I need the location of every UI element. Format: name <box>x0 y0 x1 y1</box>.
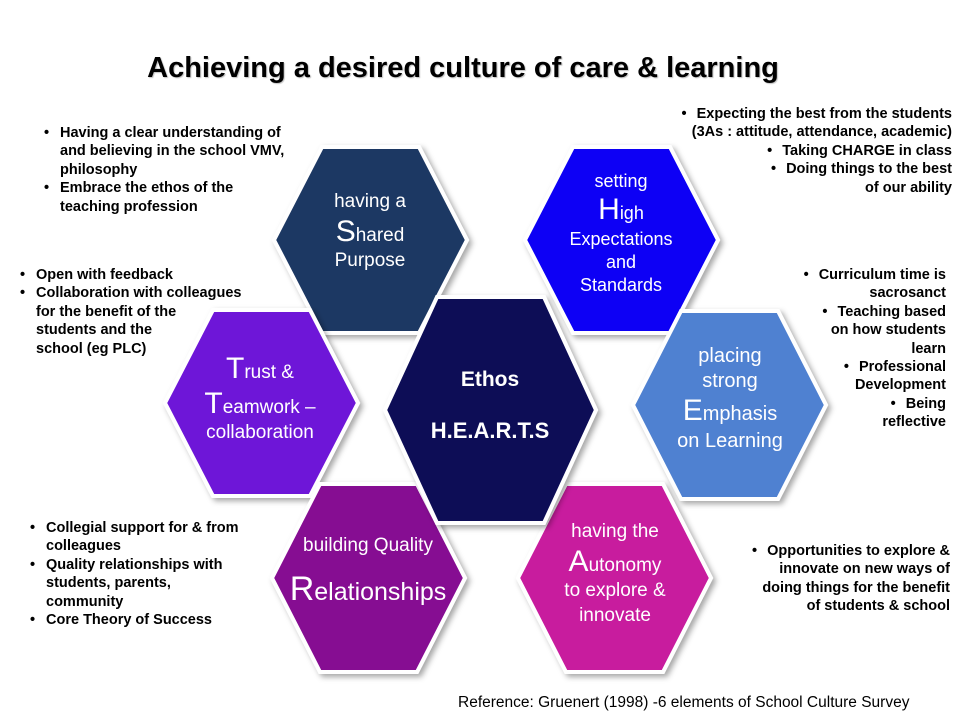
note-item: Core Theory of Success <box>28 611 278 630</box>
high-expectations-notes: • Expecting the best from the students (3A… <box>620 105 952 197</box>
note-item: • Professional Development <box>843 359 946 394</box>
note-item: • Curriculum time is sacrosanct <box>803 267 946 302</box>
shared-purpose-text: having a Shared Purpose <box>334 191 406 272</box>
page-title: Achieving a desired culture of care & le… <box>147 52 779 84</box>
autonomy-notes: • Opportunities to explore & innovate on n… <box>720 542 950 616</box>
note-item: • Expecting the best from the students (3A… <box>681 106 952 141</box>
note-item: • Taking CHARGE in class <box>767 142 952 159</box>
autonomy-hexagon <box>515 482 714 674</box>
emphasis-learning-text: placing strong Emphasis on Learning <box>677 345 783 452</box>
emphasis-learning-notes: • Curriculum time is sacrosanct • Teaching … <box>760 266 946 432</box>
emphasis-learning-hexagon <box>630 309 829 501</box>
center-ethos-hexagon <box>382 295 599 525</box>
note-item: • Doing things to the best of our ability <box>770 161 952 196</box>
autonomy-text: having the Autonomy to explore & innovat… <box>564 521 666 626</box>
trust-teamwork-text: Trust & Teamwork – collaboration <box>204 352 316 443</box>
high-expectations-text: setting High Expectations and Standards <box>569 171 673 295</box>
note-item: • Teaching based on how students learn <box>822 303 946 357</box>
quality-relationships-text: building Quality Relationships <box>289 535 447 608</box>
note-item: • Opportunities to explore & innovate on n… <box>752 543 950 615</box>
note-item: Open with feedback <box>18 266 278 285</box>
note-item: • Being reflective <box>882 395 946 431</box>
center-title: Ethos <box>460 368 520 391</box>
reference-note: Reference: Gruenert (1998) -6 elements o… <box>458 694 910 711</box>
trust-teamwork-notes: Open with feedback Collaboration with co… <box>18 266 278 358</box>
center-subtitle: H.E.A.R.T.S <box>430 418 550 443</box>
